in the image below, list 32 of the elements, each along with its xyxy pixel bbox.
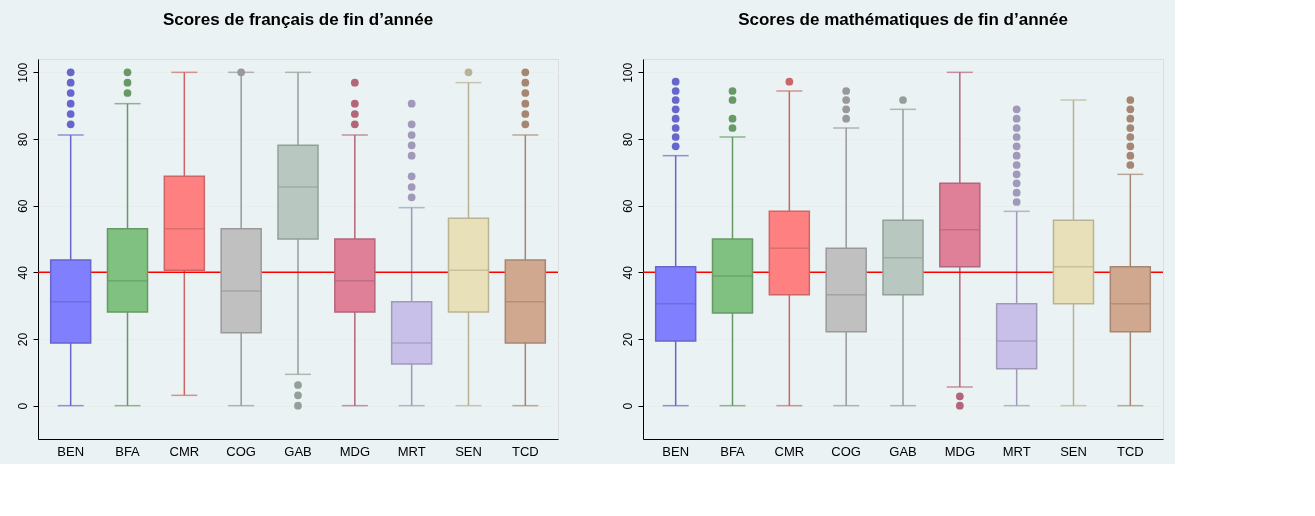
x-tick-label: BEN — [662, 443, 690, 459]
chart-title: Scores de français de fin d’année — [162, 10, 434, 29]
y-tick-label: 0 — [620, 402, 635, 410]
x-tick-label: MDG — [339, 443, 370, 459]
x-tick-label: TCD — [1116, 443, 1144, 459]
y-tick-label: 100 — [620, 62, 635, 83]
x-tick-label: GAB — [284, 443, 312, 459]
x-tick-label: BFA — [720, 443, 746, 459]
x-tick-label: MDG — [944, 443, 975, 459]
x-tick-label: SEN — [455, 443, 482, 459]
y-tick-label: 40 — [15, 265, 30, 280]
y-tick-label: 80 — [15, 132, 30, 147]
x-tick-label: MRT — [397, 443, 426, 459]
x-tick-label: TCD — [511, 443, 539, 459]
y-tick-label: 100 — [15, 62, 30, 83]
x-tick-label: SEN — [1060, 443, 1087, 459]
y-tick-label: 40 — [620, 265, 635, 280]
x-tick-label: CMR — [774, 443, 805, 459]
y-tick-label: 60 — [15, 199, 30, 213]
x-tick-label: COG — [226, 443, 256, 459]
x-tick-label: BEN — [57, 443, 85, 459]
y-tick-label: 80 — [620, 132, 635, 147]
x-tick-label: GAB — [889, 443, 917, 459]
y-tick-label: 0 — [15, 402, 30, 410]
x-tick-label: MRT — [1002, 443, 1031, 459]
x-tick-label: COG — [831, 443, 861, 459]
chart-title: Scores de mathématiques de fin d’année — [738, 10, 1068, 29]
y-tick-label: 20 — [620, 332, 635, 347]
x-tick-label: CMR — [169, 443, 200, 459]
y-tick-label: 60 — [620, 199, 635, 213]
x-tick-label: BFA — [115, 443, 141, 459]
y-tick-label: 20 — [15, 332, 30, 347]
